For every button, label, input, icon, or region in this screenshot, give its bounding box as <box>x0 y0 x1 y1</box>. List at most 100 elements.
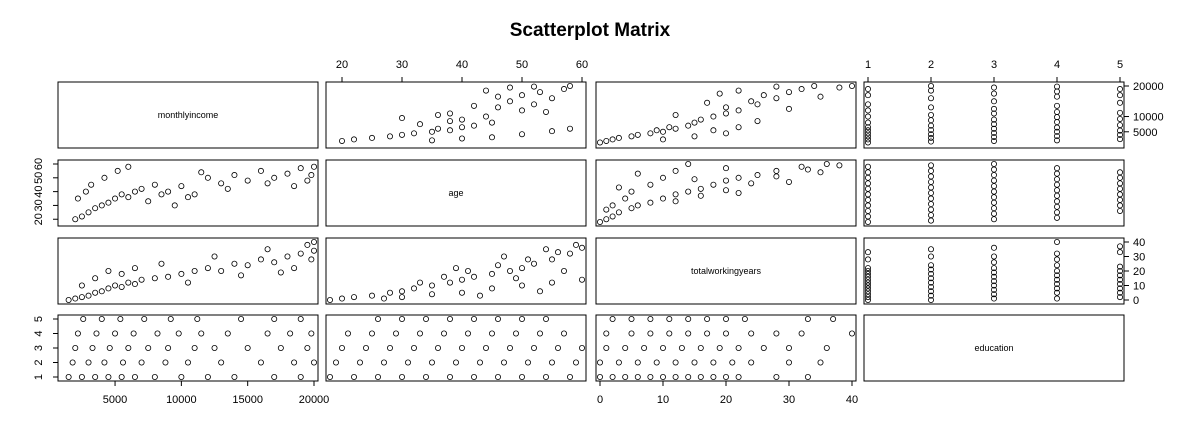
data-point-0-1-11 <box>488 119 495 126</box>
data-point-2-1-4 <box>386 289 393 296</box>
tick-label-right-monthlyincome-1: 10000 <box>1133 112 1164 124</box>
data-point-3-2-29 <box>678 344 685 351</box>
data-point-3-0-53 <box>297 315 304 322</box>
data-point-0-2-8 <box>653 127 660 134</box>
data-point-2-0-38 <box>310 238 317 245</box>
data-point-0-1-21 <box>537 89 544 96</box>
data-point-2-0-18 <box>231 260 238 267</box>
data-point-3-0-42 <box>264 330 271 337</box>
data-point-3-1-46 <box>446 315 453 322</box>
data-point-3-1-13 <box>380 359 387 366</box>
data-point-3-0-21 <box>291 359 298 366</box>
data-point-3-0-50 <box>194 315 201 322</box>
data-point-0-3-51 <box>1117 99 1124 106</box>
data-point-0-3-5 <box>865 124 872 131</box>
data-point-3-2-11 <box>735 373 742 380</box>
data-point-0-2-37 <box>773 83 780 90</box>
data-point-3-1-24 <box>386 344 393 351</box>
tick-label-top-age-1: 30 <box>396 59 408 71</box>
data-point-0-2-17 <box>723 104 730 111</box>
data-point-0-1-14 <box>446 110 453 117</box>
data-point-2-1-32 <box>380 295 387 302</box>
data-point-0-3-53 <box>1117 86 1124 93</box>
data-point-3-1-27 <box>458 344 465 351</box>
data-point-1-0-9 <box>131 188 138 195</box>
data-point-3-1-43 <box>374 315 381 322</box>
data-point-0-3-42 <box>1054 93 1061 100</box>
data-point-1-2-21 <box>647 181 654 188</box>
data-point-3-0-11 <box>297 373 304 380</box>
data-point-2-3-10 <box>865 267 872 274</box>
data-point-1-0-1 <box>78 213 85 220</box>
tick-label-left-education-3: 4 <box>33 330 45 336</box>
tick-label-bottom-monthlyincome-1: 10000 <box>166 394 197 406</box>
data-point-0-3-2 <box>865 133 872 140</box>
data-point-1-3-11 <box>928 217 935 224</box>
data-point-1-2-27 <box>723 187 730 194</box>
data-point-0-2-33 <box>704 99 711 106</box>
data-point-2-3-41 <box>1054 272 1061 279</box>
data-point-2-1-38 <box>452 265 459 272</box>
data-point-0-3-40 <box>1054 108 1061 115</box>
data-point-1-2-36 <box>786 178 793 185</box>
data-point-0-2-39 <box>716 90 723 97</box>
data-point-3-1-34 <box>368 330 375 337</box>
data-point-0-3-7 <box>865 113 872 120</box>
data-point-1-0-34 <box>198 169 205 176</box>
panel-frame-0-2 <box>595 81 857 149</box>
data-point-3-1-26 <box>434 344 441 351</box>
data-point-2-3-25 <box>991 295 998 302</box>
tick-label-top-education-2: 3 <box>991 59 997 71</box>
data-point-1-3-33 <box>1054 214 1061 221</box>
data-point-1-2-24 <box>685 160 692 167</box>
data-point-1-2-22 <box>660 174 667 181</box>
data-point-3-1-36 <box>416 330 423 337</box>
data-point-0-2-3 <box>615 134 622 141</box>
data-point-2-1-35 <box>561 267 568 274</box>
data-point-1-0-10 <box>138 185 145 192</box>
data-point-1-2-26 <box>697 192 704 199</box>
tick-label-right-totalworkingyears-0: 0 <box>1133 295 1139 307</box>
variable-label-age: age <box>448 188 463 198</box>
data-point-0-1-33 <box>434 112 441 119</box>
data-point-3-2-20 <box>710 359 717 366</box>
data-point-3-2-44 <box>773 330 780 337</box>
data-point-3-1-18 <box>500 359 507 366</box>
data-point-3-1-22 <box>338 344 345 351</box>
data-point-3-1-31 <box>555 344 562 351</box>
data-point-3-2-1 <box>609 373 616 380</box>
data-point-1-3-5 <box>865 191 872 198</box>
data-point-1-3-27 <box>991 188 998 195</box>
data-point-1-0-32 <box>171 202 178 209</box>
data-point-2-3-5 <box>865 282 872 289</box>
data-point-0-1-19 <box>549 95 556 102</box>
data-point-1-2-38 <box>735 189 742 196</box>
data-point-3-0-31 <box>244 344 251 351</box>
data-point-3-0-7 <box>178 373 185 380</box>
data-point-0-3-9 <box>865 101 872 108</box>
data-point-2-1-12 <box>506 267 513 274</box>
data-point-2-1-2 <box>350 294 357 301</box>
data-point-0-2-22 <box>786 89 793 96</box>
data-point-1-3-31 <box>991 166 998 173</box>
data-point-3-2-35 <box>823 344 830 351</box>
data-point-1-0-37 <box>291 183 298 190</box>
data-point-0-2-20 <box>773 95 780 102</box>
data-point-1-3-38 <box>1054 187 1061 194</box>
data-point-2-0-12 <box>151 275 158 282</box>
data-point-2-0-10 <box>131 281 138 288</box>
data-point-3-2-3 <box>634 373 641 380</box>
data-point-2-0-34 <box>264 246 271 253</box>
data-point-0-3-43 <box>1054 88 1061 95</box>
data-point-3-0-2 <box>92 373 99 380</box>
data-point-3-2-7 <box>685 373 692 380</box>
data-point-3-0-43 <box>287 330 294 337</box>
data-point-2-0-20 <box>257 256 264 263</box>
data-point-3-1-41 <box>537 330 544 337</box>
data-point-3-1-20 <box>549 359 556 366</box>
data-point-1-2-19 <box>622 195 629 202</box>
data-point-0-1-22 <box>561 86 568 93</box>
data-point-3-1-14 <box>404 359 411 366</box>
data-point-2-1-26 <box>440 273 447 280</box>
